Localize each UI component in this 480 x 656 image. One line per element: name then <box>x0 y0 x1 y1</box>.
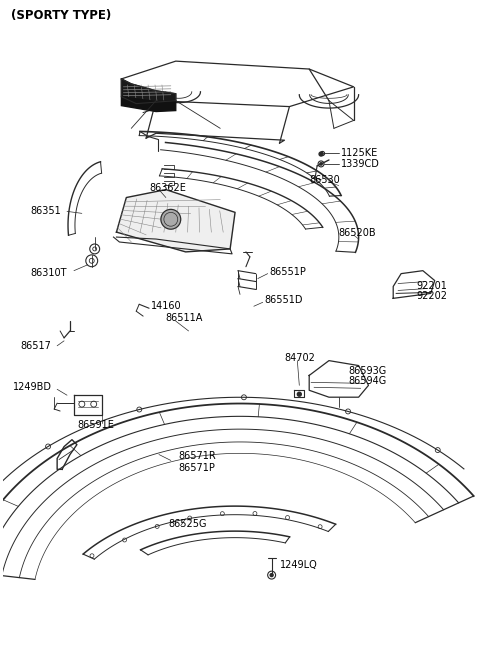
Text: 92202: 92202 <box>416 291 447 301</box>
Text: 86517: 86517 <box>21 340 51 351</box>
Text: 86351: 86351 <box>30 207 61 216</box>
Text: 86591E: 86591E <box>77 420 114 430</box>
Text: 1339CD: 1339CD <box>341 159 380 169</box>
Text: 86594G: 86594G <box>349 377 387 386</box>
Text: 86571P: 86571P <box>179 463 216 474</box>
Text: 92201: 92201 <box>416 281 447 291</box>
Circle shape <box>270 573 273 577</box>
Circle shape <box>161 209 180 229</box>
Text: 86551P: 86551P <box>270 266 307 277</box>
Text: 84702: 84702 <box>285 353 315 363</box>
Text: 86551D: 86551D <box>264 295 303 305</box>
Text: 86530: 86530 <box>309 174 340 185</box>
Polygon shape <box>121 79 176 104</box>
Text: (SPORTY TYPE): (SPORTY TYPE) <box>11 9 111 22</box>
Text: 86520B: 86520B <box>339 228 376 238</box>
Text: 1125KE: 1125KE <box>341 148 378 158</box>
Polygon shape <box>121 96 176 112</box>
Text: 86525G: 86525G <box>169 519 207 529</box>
Circle shape <box>319 152 323 156</box>
Circle shape <box>320 163 322 165</box>
Text: 86511A: 86511A <box>166 313 203 323</box>
Polygon shape <box>117 190 235 252</box>
Text: 86593G: 86593G <box>349 365 387 375</box>
Text: 86571R: 86571R <box>179 451 216 461</box>
Text: 1249LQ: 1249LQ <box>279 560 317 570</box>
Text: 86362E: 86362E <box>149 182 186 193</box>
Circle shape <box>297 392 301 396</box>
Text: 14160: 14160 <box>151 301 181 311</box>
Text: 86310T: 86310T <box>30 268 67 277</box>
Text: 1249BD: 1249BD <box>12 382 52 392</box>
